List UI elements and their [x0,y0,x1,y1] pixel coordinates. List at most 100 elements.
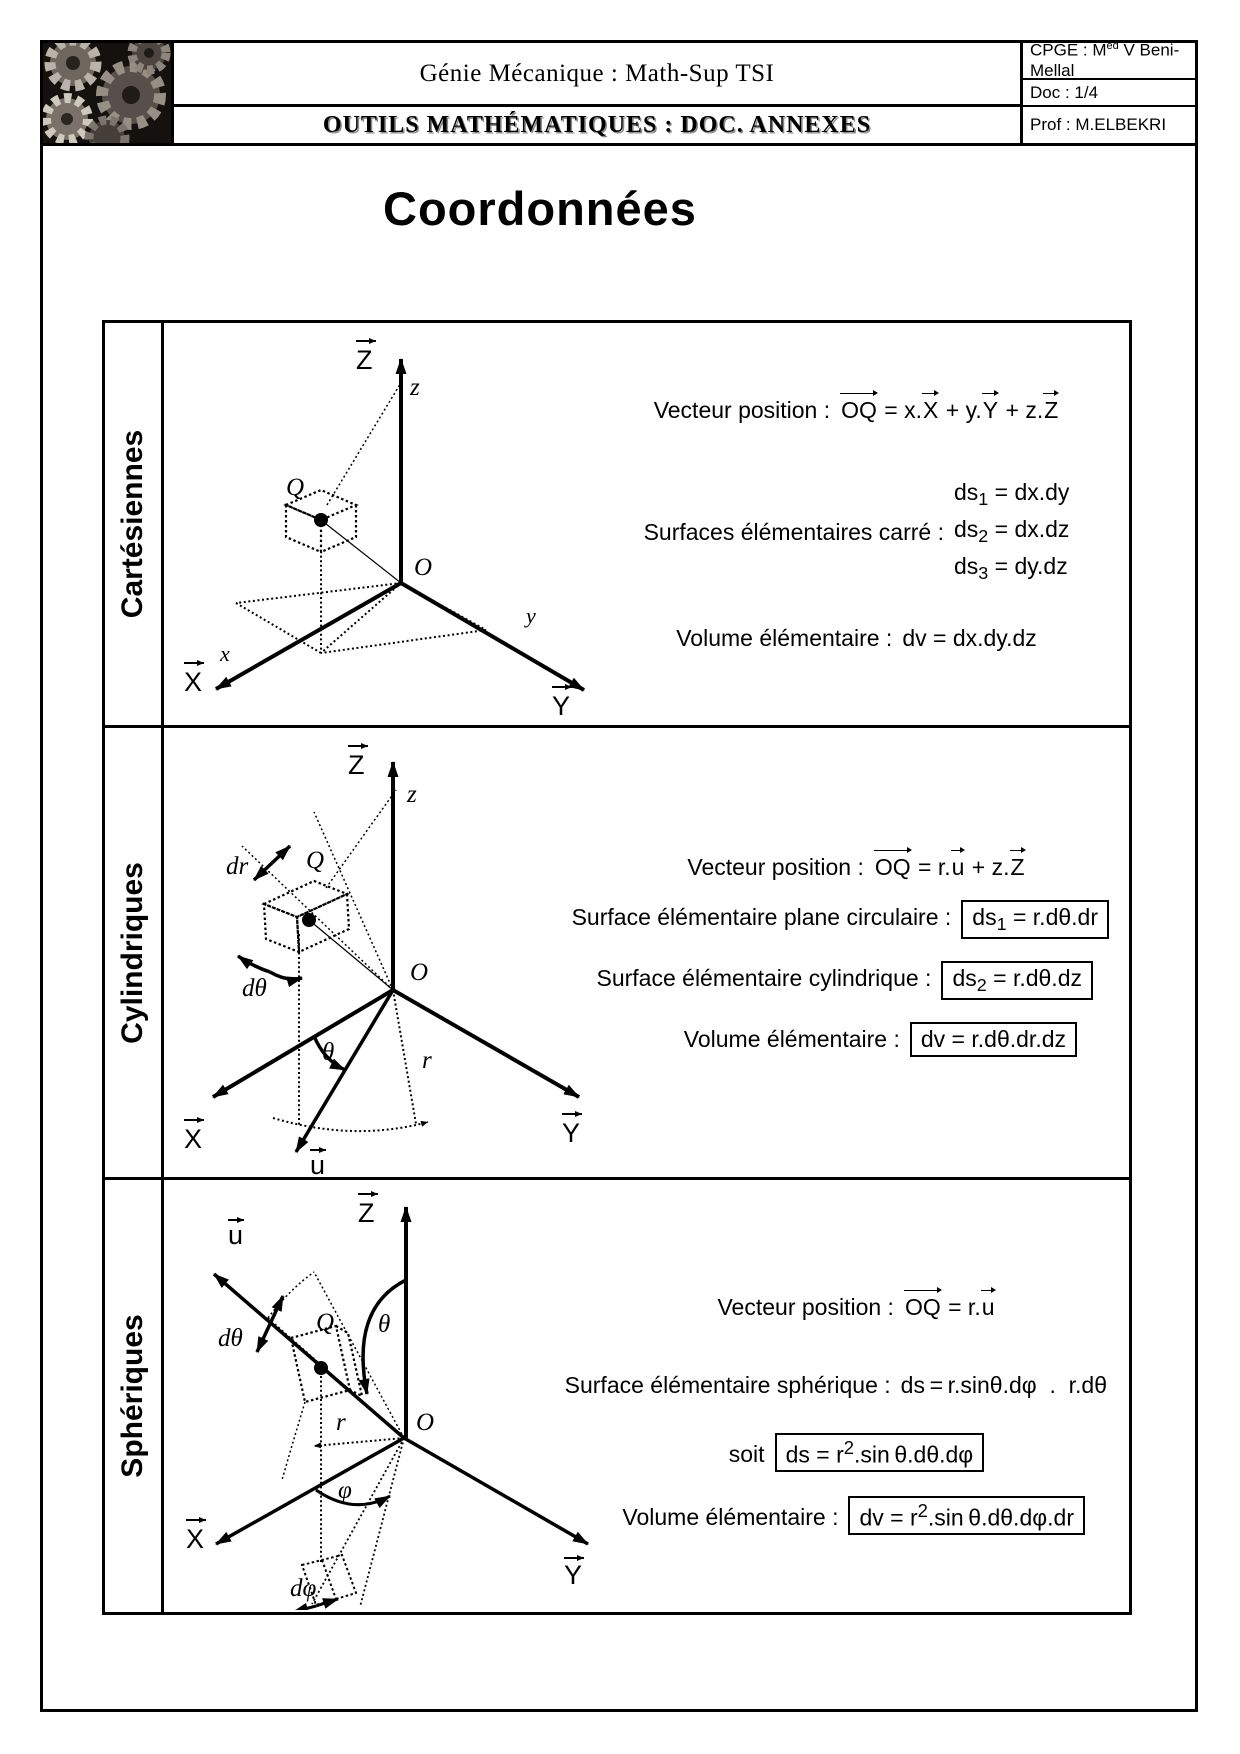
x-vector-letter: X [186,1524,204,1554]
row-label: Volume élémentaire : [683,1026,900,1052]
section-label: Cartésiennes [116,429,149,619]
position-label: Vecteur position : [687,854,864,880]
gears-photo [43,43,174,143]
y-coordinate-label: y [524,603,536,628]
volume-line: Volume élémentaire : dv = dx.dy.dz [594,625,1119,652]
origin-label: O [416,1409,434,1436]
row-formula: ds = r.sinθ.dφ . r.dθ [900,1372,1107,1398]
x-vector-letter: X [184,667,202,697]
doc-number: Doc : 1/4 [1023,80,1195,107]
section-content: Z u dθ Q θ r O φ dφ X [164,1180,1129,1612]
row-label: Surface élémentaire plane circulaire : [571,904,952,930]
y-vector-letter: Y [562,1118,580,1148]
row-label: Volume élémentaire : [622,1504,839,1531]
z-vector-letter: Z [356,345,373,375]
row-formula: ds2 = r.dθ.dz [941,961,1093,1001]
header-titles: Génie Mécanique : Math-Sup TSI OUTILS MA… [174,43,1020,143]
point-q-dot [314,513,328,527]
theta-angle-arc [358,1278,407,1395]
coordinates-table: Cartésiennes [102,320,1132,1615]
point-q-label: Q [306,847,324,874]
position-label: Vecteur position : [653,397,831,423]
point-q-dot [314,1361,328,1375]
u-vector-letter: u [228,1220,243,1250]
x-axis-label: X [184,660,204,697]
surfaces-group: Surfaces élémentaires carré : ds1 = dx.d… [594,477,1119,588]
position-line: Vecteur position : OQ = r.u + z.Z [594,846,1119,881]
projection-element [300,1553,358,1607]
theta-label: θ [378,1311,390,1338]
sheet-border: Génie Mécanique : Math-Sup TSI OUTILS MA… [40,40,1198,1712]
cylindrical-diagram: Z z dr Q dθ O θ r X Y [184,743,582,1176]
volume-line: Volume élémentaire : dv = r2.sin θ.dθ.dφ.… [622,1496,1085,1536]
z-axis-label: Z [348,743,368,780]
row-formula: ds = r2.sin θ.dθ.dφ [774,1433,985,1473]
phi-label: φ [338,1477,352,1504]
y-vector-letter: Y [552,691,570,721]
u-axis-label: u [228,1217,244,1250]
course-title: Génie Mécanique : Math-Sup TSI [174,43,1020,107]
origin-label: O [410,959,428,986]
axes [211,761,580,1153]
header: Génie Mécanique : Math-Sup TSI OUTILS MA… [43,40,1195,146]
dtheta-label: dθ [242,975,267,1002]
header-info: CPGE : Med V Beni-Mellal Doc : 1/4 Prof … [1020,40,1195,143]
theta-angle-arc [312,1035,346,1072]
z-axis-label: Z [358,1191,378,1228]
soit-line: soit ds = r2.sin θ.dθ.dφ [594,1433,1119,1473]
section-spheriques: Sphériques [105,1180,1129,1612]
y-axis-label: Y [564,1555,584,1590]
z-vector-letter: Z [358,1198,375,1228]
construction-lines [241,789,429,1133]
position-formula: OQ = x.X + y.Y + z.Z [840,389,1060,423]
x-axis-label: X [186,1517,206,1554]
r-label: r [336,1409,346,1436]
u-vector-letter: u [310,1150,325,1176]
point-q-label: Q [316,1309,334,1336]
spherical-diagram: Z u dθ Q θ r O φ dφ X [186,1191,589,1610]
z-coordinate-label: z [409,374,420,401]
section-cartesiennes: Cartésiennes [105,323,1129,728]
row-formula: dv = r.dθ.dr.dz [909,1022,1077,1057]
section-content: Z z Q O x y X Y [164,323,1129,725]
cpge-row: CPGE : Med V Beni-Mellal [1023,40,1195,80]
cpge-text: CPGE : Med V Beni-Mellal [1030,40,1180,80]
x-axis-label: X [184,1117,204,1154]
r-label: r [422,1047,432,1074]
surface-formula-2: ds2 = dx.dz [953,516,1070,547]
cartesian-diagram: Z z Q O x y X Y [184,338,586,721]
volume-label: Volume élémentaire : [676,625,893,651]
position-line: Vecteur position : OQ = r.u [594,1286,1119,1321]
x-coordinate-label: x [219,641,230,666]
theta-label: θ [322,1039,334,1066]
section-label-cell: Sphériques [105,1180,164,1612]
z-coordinate-label: z [406,781,417,808]
position-formula: OQ = r.u [903,1286,996,1320]
volume-line: Volume élémentaire : dv = r.dθ.dr.dz [684,1022,1077,1057]
dtheta-double-arrow [236,954,303,988]
gears-image [43,43,171,143]
surface-formula-1: ds1 = dx.dy [953,479,1070,510]
phi-angle-arc [315,1488,391,1509]
axes [215,358,586,692]
volume-formula: dv = dx.dy.dz [902,625,1037,651]
position-line: Vecteur position : OQ = x.X + y.Y + z.Z [594,389,1119,424]
section-cylindriques: Cylindriques [105,728,1129,1180]
z-vector-letter: Z [348,750,365,780]
section-content: Z z dr Q dθ O θ r X Y [164,728,1129,1177]
volume-element [261,879,351,954]
point-q-dot [302,913,316,927]
dr-label: dr [226,853,249,880]
row-formula: dv = r2.sin θ.dθ.dφ.dr [848,1496,1085,1536]
page-title: Coordonnées [383,182,697,235]
section-formulas: Vecteur position : OQ = r.u Surface éléme… [565,1180,1119,1612]
section-label: Cylindriques [116,861,149,1044]
position-formula: OQ = r.u + z.Z [873,846,1026,880]
surface-spherical-line: Surface élémentaire sphérique : ds = r.si… [565,1372,1107,1399]
dtheta-label: dθ [218,1325,243,1352]
z-axis-label: Z [356,338,376,375]
axes [212,1206,589,1546]
y-vector-letter: Y [564,1560,582,1590]
volume-element-cube [283,488,359,554]
y-axis-label: Y [562,1111,582,1148]
